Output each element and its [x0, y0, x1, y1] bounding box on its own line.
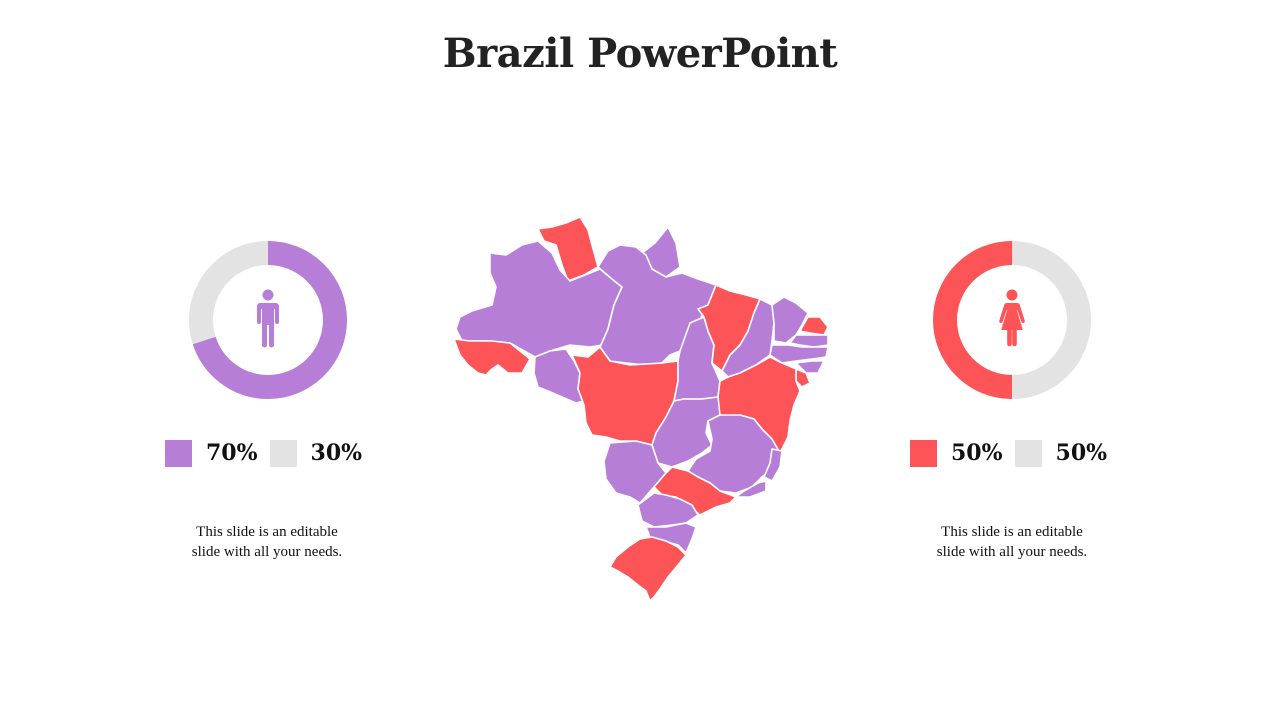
- male-legend-value-secondary: 30%: [310, 440, 363, 466]
- male-donut-arc: [189, 241, 347, 399]
- male-legend-swatch-primary: [165, 439, 192, 467]
- female-description-line-1: This slide is an editable: [941, 524, 1083, 540]
- female-legend: 50% 50%: [910, 436, 1119, 470]
- state-goias: [651, 396, 721, 468]
- male-description-line-2: slide with all your needs.: [191, 544, 343, 560]
- brazil-map: [453, 216, 829, 602]
- male-donut-chart: [188, 240, 348, 400]
- slide-title: Brazil PowerPoint: [442, 30, 838, 77]
- female-donut-arc: [933, 241, 1091, 399]
- state-sao-paulo: [653, 466, 737, 516]
- female-legend-swatch-primary: [910, 439, 937, 467]
- male-person-icon: [257, 289, 279, 348]
- state-paraiba: [789, 334, 829, 348]
- state-mato-grosso-do-sul: [603, 440, 667, 504]
- male-legend-swatch-secondary: [269, 439, 297, 467]
- female-legend-swatch-secondary: [1014, 439, 1042, 467]
- state-acre: [453, 338, 531, 376]
- state-ceara: [771, 296, 809, 344]
- female-legend-value-primary: 50%: [951, 440, 1003, 466]
- female-description-line-2: slide with all your needs.: [936, 544, 1088, 560]
- male-legend: 70% 30%: [165, 436, 374, 470]
- female-donut-chart: [932, 240, 1092, 400]
- state-pernambuco: [769, 344, 829, 364]
- male-description: This slide is an editable slide with all…: [137, 522, 397, 562]
- female-description: This slide is an editable slide with all…: [882, 522, 1142, 562]
- female-legend-value-secondary: 50%: [1055, 440, 1108, 466]
- state-espirito-santo: [763, 448, 783, 482]
- state-rio-grande-do-sul: [609, 536, 687, 602]
- state-amazonas: [455, 240, 623, 358]
- state-alagoas: [795, 360, 825, 374]
- male-legend-value-primary: 70%: [206, 440, 258, 466]
- male-description-line-1: This slide is an editable: [196, 524, 338, 540]
- female-person-icon: [999, 289, 1025, 347]
